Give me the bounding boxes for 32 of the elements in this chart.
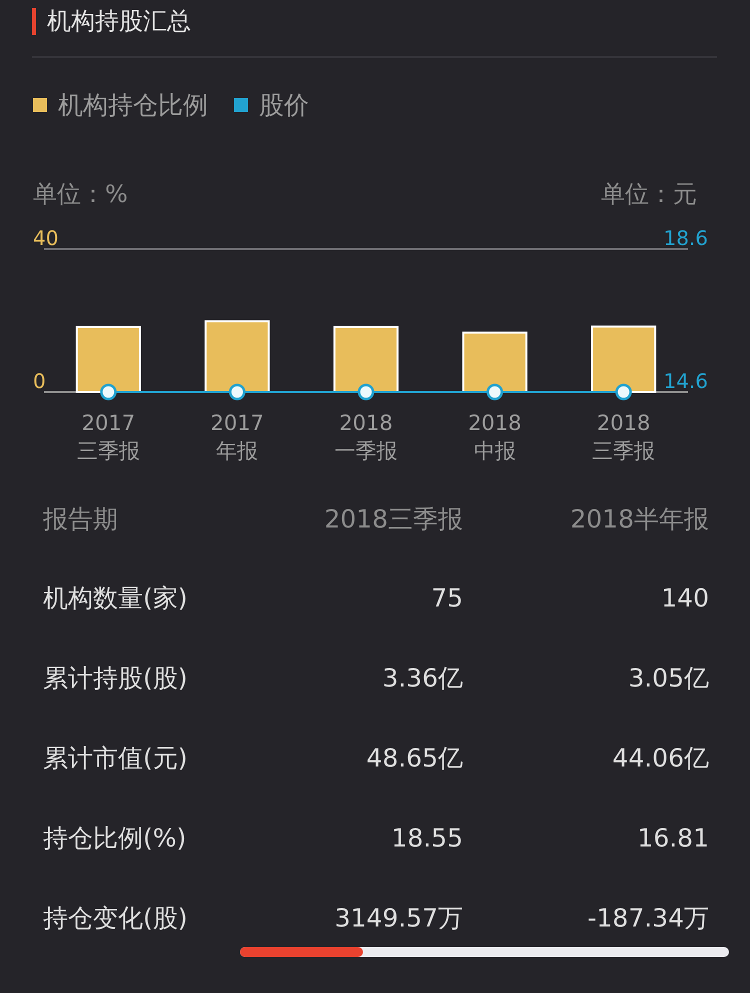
text: 44.06亿 — [612, 744, 709, 772]
text: 3.05亿 — [628, 664, 709, 692]
text: 3149.57万 — [334, 904, 463, 932]
text: 报告期 — [42, 504, 118, 534]
x-label: 2017 年报 — [210, 411, 264, 463]
category-label: 2018半年报 — [570, 504, 709, 534]
text: 18.55 — [391, 824, 463, 852]
x-label: 2018 一季报 — [334, 411, 398, 463]
y-tick-label: 0 — [33, 369, 46, 393]
x-label: 2018 三季报 — [592, 411, 656, 463]
legend-label: 股价 — [259, 90, 309, 120]
y-tick-label: 40 — [33, 226, 58, 250]
category-label: 持仓变化(股) — [43, 904, 188, 932]
text: -187.34万 — [588, 904, 709, 932]
y-axis-title: 单位：% — [33, 180, 128, 208]
category-label: 持仓比例(%) — [43, 824, 186, 852]
chart-title: 机构持股汇总 — [47, 7, 191, 35]
y2-axis-title: 单位：元 — [601, 180, 697, 208]
legend-label: 机构持仓比例 — [58, 90, 208, 120]
text: 140 — [661, 584, 709, 612]
y2-tick-label: 14.6 — [663, 369, 708, 393]
category-label: 累计市值(元) — [43, 744, 188, 772]
text: 3.36亿 — [382, 664, 463, 692]
category-label: 累计持股(股) — [43, 664, 188, 692]
text: 48.65亿 — [366, 744, 463, 772]
x-label: 2017 三季报 — [76, 411, 140, 463]
y2-tick-label: 18.6 — [663, 226, 708, 250]
category-label: 2018三季报 — [324, 504, 463, 534]
x-label: 2018 中报 — [468, 411, 522, 463]
text: 75 — [431, 584, 463, 612]
category-label: 机构数量(家) — [43, 584, 188, 612]
text: 16.81 — [637, 824, 709, 852]
